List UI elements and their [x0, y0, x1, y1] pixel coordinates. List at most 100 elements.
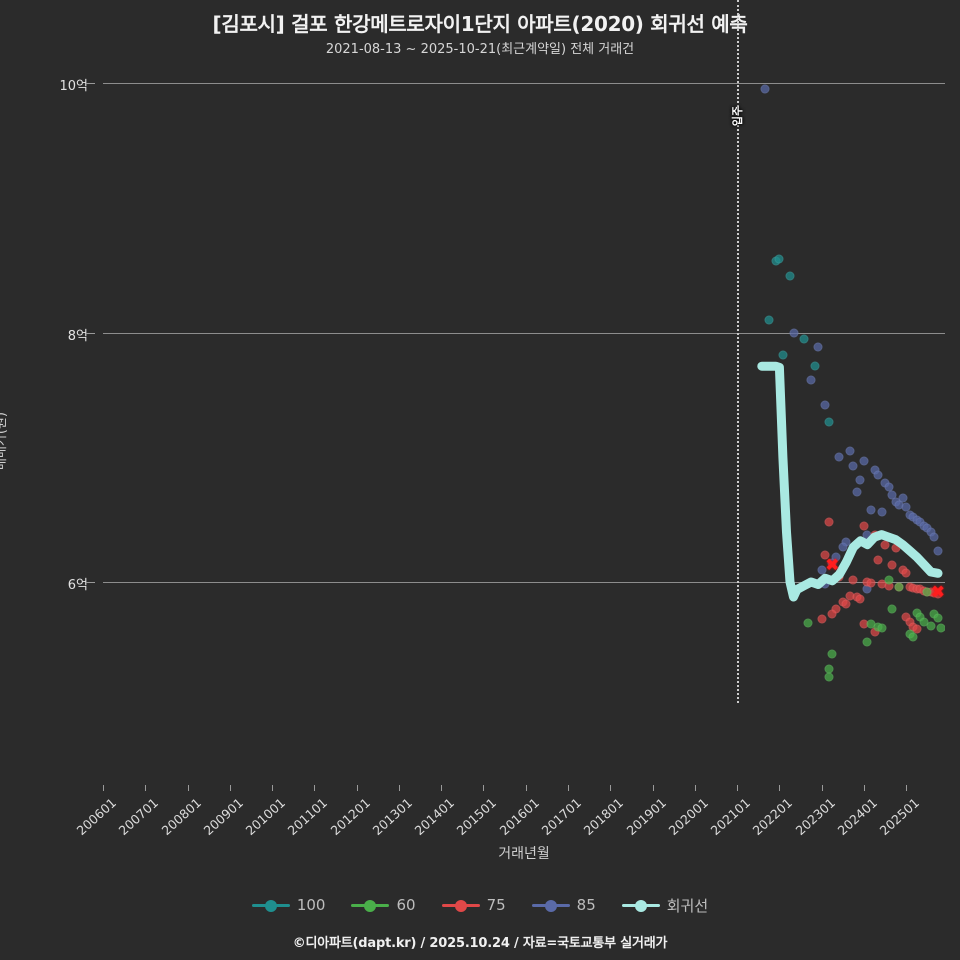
x-tick-mark [737, 785, 739, 791]
legend-label: 75 [486, 896, 506, 914]
footer-credit: ©디아파트(dapt.kr) / 2025.10.24 / 자료=국토교통부 실… [292, 936, 668, 951]
scatter-point-85 [760, 84, 770, 94]
x-tick-label: 201801 [580, 795, 627, 839]
scatter-point-85 [855, 475, 865, 485]
scatter-point-60 [877, 623, 887, 633]
scatter-point-85 [859, 456, 869, 466]
x-tick-label: 201301 [369, 795, 415, 839]
scatter-point-60 [884, 575, 894, 584]
scatter-point-60 [894, 582, 904, 592]
legend-item-100[interactable]: 100 [251, 896, 326, 914]
scatter-point-85 [877, 507, 887, 517]
y-tick-label: 10억 [59, 79, 88, 94]
prediction-x-marker-1: ✖ [825, 555, 840, 576]
scatter-point-75 [820, 550, 830, 560]
page-subtitle: 2021-08-13 ~ 2025-10-21(최근계약일) 전체 거래건 [325, 42, 635, 57]
legend-label: 60 [396, 896, 416, 914]
x-tick-label: 201201 [327, 795, 373, 839]
scatter-point-85 [834, 452, 844, 462]
x-tick-mark [272, 785, 274, 791]
x-tick-label: 202501 [876, 795, 923, 839]
gridline-y [103, 582, 945, 583]
scatter-point-75 [873, 555, 883, 565]
legend-item-75[interactable]: 75 [441, 896, 506, 914]
scatter-point-75 [817, 614, 827, 624]
legend-item-85[interactable]: 85 [531, 896, 596, 914]
scatter-point-75 [848, 575, 858, 584]
x-tick-mark [906, 785, 908, 791]
scatter-point-60 [908, 632, 918, 642]
scatter-point-60 [827, 649, 837, 659]
legend-label: 회귀선 [666, 896, 709, 915]
scatter-point-60 [926, 621, 936, 631]
x-tick-label: 201401 [411, 795, 458, 839]
x-tick-label: 201601 [496, 795, 542, 839]
scatter-point-75 [827, 609, 837, 619]
x-tick-mark [187, 785, 189, 791]
y-tick-mark [86, 582, 95, 583]
scatter-point-60 [887, 604, 897, 614]
legend-label: 100 [296, 896, 326, 914]
scatter-point-60 [922, 587, 932, 597]
x-tick-mark [103, 785, 104, 791]
scatter-point-85 [933, 546, 943, 556]
scatter-point-75 [855, 594, 865, 604]
y-tick-label: 8억 [67, 328, 88, 344]
y-tick-mark [86, 332, 95, 334]
legend-item-regression[interactable]: 회귀선 [621, 895, 709, 916]
legend-marker-icon [251, 898, 290, 912]
scatter-point-60 [824, 672, 834, 682]
scatter-point-75 [824, 517, 834, 527]
y-tick-mark [86, 83, 95, 84]
legend-item-60[interactable]: 60 [351, 896, 416, 914]
legend-marker-icon [531, 898, 570, 912]
x-tick-mark [398, 785, 400, 791]
scatter-point-100 [764, 315, 774, 325]
scatter-point-85 [813, 342, 823, 352]
x-tick-mark [525, 785, 527, 791]
x-tick-label: 201901 [623, 795, 669, 839]
scatter-point-75 [866, 578, 876, 588]
scatter-point-100 [810, 361, 820, 371]
scatter-point-85 [789, 328, 798, 337]
scatter-point-60 [936, 623, 945, 633]
x-tick-label: 200701 [115, 795, 162, 839]
x-tick-mark [229, 785, 231, 791]
x-tick-mark [568, 785, 570, 791]
scatter-point-100 [778, 350, 788, 360]
scatter-point-75 [887, 560, 897, 570]
x-tick-mark [694, 785, 696, 791]
scatter-point-85 [873, 470, 883, 480]
move-in-marker [737, 0, 740, 703]
x-tick-label: 202101 [707, 795, 754, 839]
scatter-point-85 [827, 558, 837, 568]
scatter-point-85 [838, 542, 848, 552]
scatter-point-85 [845, 446, 855, 456]
legend-label: 85 [576, 896, 596, 914]
scatter-point-85 [866, 505, 876, 515]
x-tick-label: 201501 [454, 795, 500, 839]
scatter-point-85 [820, 400, 830, 410]
scatter-point-75 [859, 521, 869, 531]
y-tick-label: 6억 [67, 578, 88, 593]
x-tick-mark [441, 785, 443, 791]
scatter-point-75 [901, 568, 911, 578]
plot-canvas: 입주 ✖ ✖ [103, 0, 945, 787]
x-tick-label: 202301 [792, 795, 838, 839]
legend-marker-icon [441, 898, 480, 912]
x-tick-mark [610, 785, 612, 791]
y-axis-title: 매매가(원) [0, 412, 9, 470]
x-tick-label: 202001 [665, 795, 711, 839]
scatter-point-60 [803, 618, 813, 628]
scatter-point-85 [817, 565, 827, 575]
regression-line [757, 361, 943, 602]
scatter-point-85 [852, 487, 862, 497]
scatter-point-85 [806, 375, 816, 385]
scatter-point-100 [774, 254, 784, 264]
x-tick-label: 201001 [242, 795, 289, 839]
x-tick-label: 201101 [284, 795, 331, 839]
scatter-point-100 [824, 417, 834, 427]
scatter-point-75 [933, 589, 943, 599]
x-tick-label: 200901 [200, 795, 246, 839]
x-tick-mark [356, 785, 358, 791]
